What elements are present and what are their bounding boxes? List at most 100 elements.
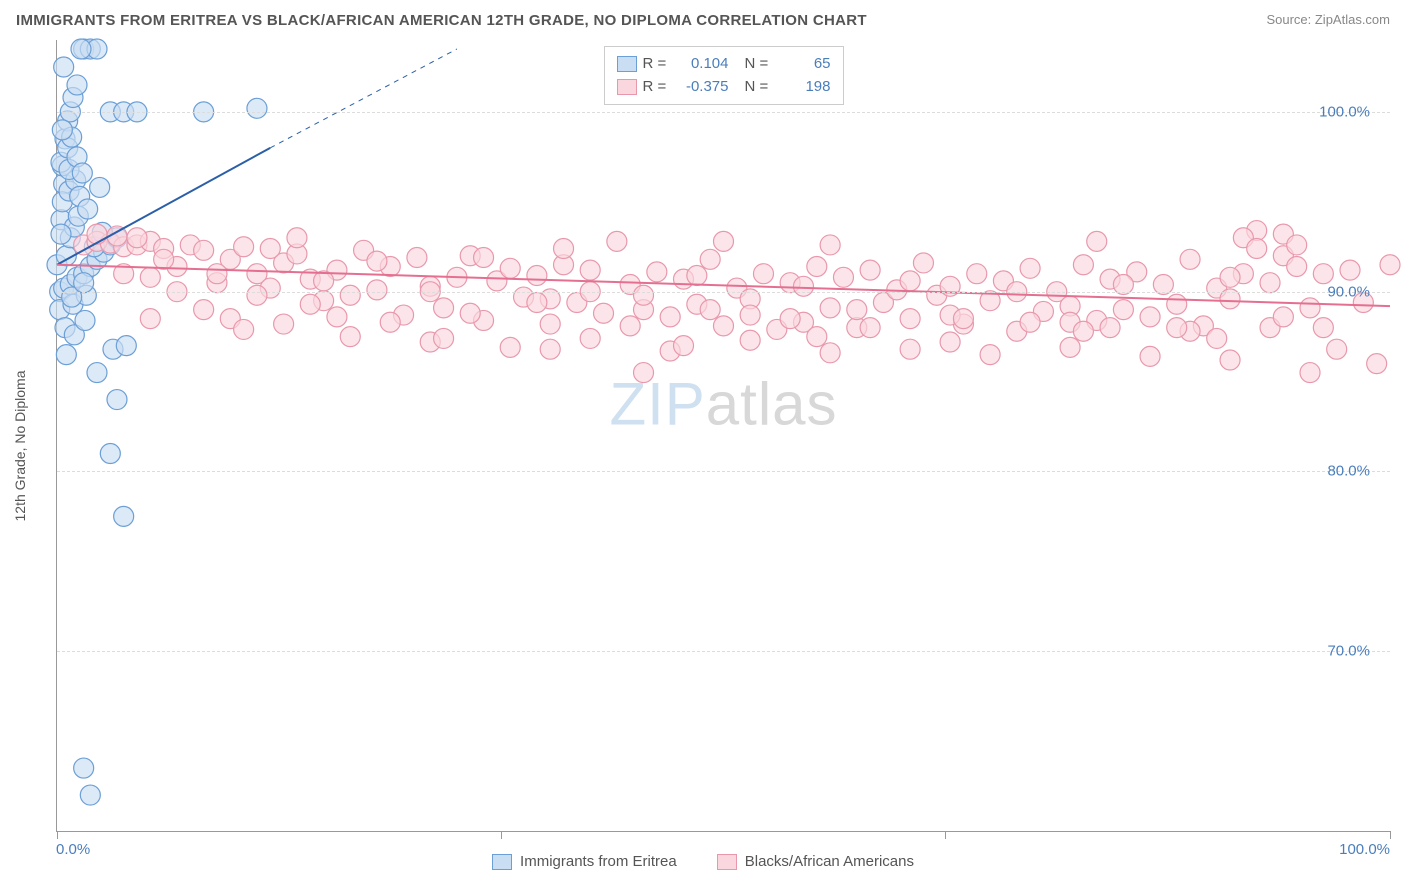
data-point-black	[234, 319, 254, 339]
data-point-black	[1327, 339, 1347, 359]
data-point-eritrea	[52, 120, 72, 140]
data-point-black	[1220, 350, 1240, 370]
data-point-black	[367, 251, 387, 271]
data-point-black	[154, 249, 174, 269]
data-point-black	[1020, 312, 1040, 332]
data-point-black	[847, 300, 867, 320]
data-point-black	[900, 271, 920, 291]
swatch-icon	[717, 854, 737, 870]
data-point-black	[980, 345, 1000, 365]
data-point-eritrea	[72, 163, 92, 183]
stats-legend-row-black: R =-0.375N =198	[617, 76, 831, 99]
data-point-black	[967, 264, 987, 284]
y-tick-label: 100.0%	[1319, 103, 1370, 120]
data-point-eritrea	[71, 39, 91, 59]
data-point-eritrea	[116, 336, 136, 356]
y-tick-label: 90.0%	[1327, 283, 1370, 300]
source-credit: Source: ZipAtlas.com	[1266, 12, 1390, 27]
data-point-black	[753, 264, 773, 284]
data-point-black	[274, 314, 294, 334]
x-tick-label-left: 0.0%	[56, 841, 90, 858]
data-point-black	[833, 267, 853, 287]
data-point-eritrea	[90, 177, 110, 197]
data-point-black	[1260, 273, 1280, 293]
data-point-black	[434, 328, 454, 348]
data-point-black	[327, 307, 347, 327]
data-point-black	[1073, 321, 1093, 341]
data-point-eritrea	[80, 785, 100, 805]
data-point-black	[807, 327, 827, 347]
data-point-black	[1100, 318, 1120, 338]
data-point-black	[1207, 328, 1227, 348]
data-point-black	[913, 253, 933, 273]
x-tick-label-right: 100.0%	[1339, 841, 1390, 858]
data-point-black	[527, 266, 547, 286]
n-label: N =	[745, 53, 775, 76]
source-label: Source:	[1266, 12, 1314, 27]
chart-container: IMMIGRANTS FROM ERITREA VS BLACK/AFRICAN…	[0, 0, 1406, 892]
data-point-black	[820, 298, 840, 318]
data-point-black	[793, 276, 813, 296]
data-point-black	[1073, 255, 1093, 275]
data-point-eritrea	[74, 273, 94, 293]
data-point-black	[1300, 363, 1320, 383]
data-point-black	[700, 249, 720, 269]
data-point-black	[140, 267, 160, 287]
data-point-black	[247, 285, 267, 305]
data-point-black	[1140, 346, 1160, 366]
x-tick	[1390, 831, 1391, 839]
data-point-black	[620, 316, 640, 336]
data-point-black	[634, 363, 654, 383]
data-point-black	[474, 248, 494, 268]
data-point-black	[860, 318, 880, 338]
data-point-black	[127, 228, 147, 248]
data-point-black	[1287, 257, 1307, 277]
source-name: ZipAtlas.com	[1315, 12, 1390, 27]
data-point-black	[594, 303, 614, 323]
y-axis-label: 12th Grade, No Diploma	[12, 371, 28, 522]
gridline	[57, 471, 1390, 472]
data-point-black	[367, 280, 387, 300]
data-point-black	[1140, 307, 1160, 327]
trend-line-dash-eritrea	[270, 49, 457, 148]
data-point-black	[860, 260, 880, 280]
n-label: N =	[745, 76, 775, 99]
data-point-eritrea	[51, 224, 71, 244]
data-point-black	[287, 228, 307, 248]
data-point-eritrea	[100, 443, 120, 463]
data-point-black	[1313, 318, 1333, 338]
n-value: 65	[781, 53, 831, 76]
data-point-black	[900, 339, 920, 359]
data-point-black	[554, 239, 574, 259]
data-point-black	[1020, 258, 1040, 278]
data-point-black	[460, 303, 480, 323]
r-label: R =	[643, 53, 673, 76]
data-point-black	[434, 298, 454, 318]
r-value: -0.375	[679, 76, 729, 99]
data-point-black	[953, 309, 973, 329]
data-point-black	[1340, 260, 1360, 280]
data-point-black	[300, 294, 320, 314]
data-point-black	[260, 239, 280, 259]
data-point-eritrea	[54, 57, 74, 77]
gridline	[57, 292, 1390, 293]
data-point-black	[87, 224, 107, 244]
data-point-eritrea	[75, 310, 95, 330]
data-point-black	[540, 314, 560, 334]
data-point-black	[580, 328, 600, 348]
data-point-black	[807, 257, 827, 277]
data-point-black	[687, 266, 707, 286]
data-point-black	[1220, 267, 1240, 287]
data-point-black	[140, 309, 160, 329]
data-point-black	[900, 309, 920, 329]
data-point-black	[940, 332, 960, 352]
plot-svg	[57, 40, 1390, 831]
plot-area: ZIPatlas R =0.104N =65R =-0.375N =198 70…	[56, 40, 1390, 832]
y-tick-label: 70.0%	[1327, 643, 1370, 660]
data-point-black	[1313, 264, 1333, 284]
data-point-black	[1060, 337, 1080, 357]
data-point-black	[1367, 354, 1387, 374]
data-point-black	[607, 231, 627, 251]
data-point-black	[1167, 318, 1187, 338]
data-point-black	[500, 337, 520, 357]
